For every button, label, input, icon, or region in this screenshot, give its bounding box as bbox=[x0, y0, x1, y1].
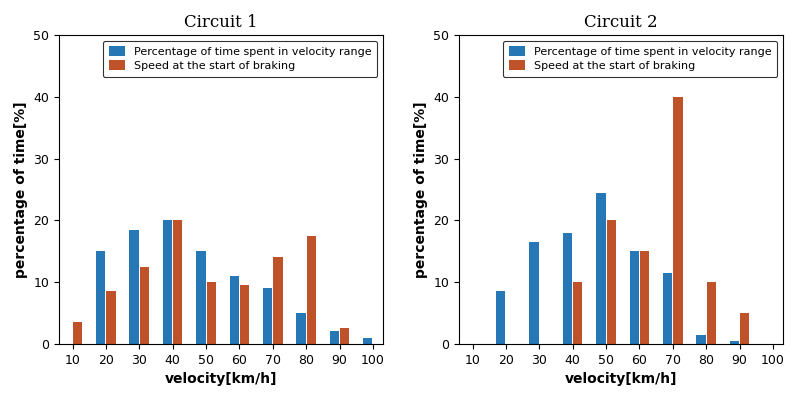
Bar bbox=[206, 282, 216, 344]
Bar bbox=[606, 220, 616, 344]
Bar bbox=[106, 291, 116, 344]
Bar bbox=[330, 332, 339, 344]
X-axis label: velocity[km/h]: velocity[km/h] bbox=[165, 372, 278, 386]
Title: Circuit 1: Circuit 1 bbox=[184, 14, 258, 31]
Bar bbox=[263, 288, 272, 344]
Bar bbox=[296, 313, 306, 344]
Bar bbox=[706, 282, 716, 344]
Bar bbox=[240, 285, 250, 344]
X-axis label: velocity[km/h]: velocity[km/h] bbox=[565, 372, 678, 386]
Bar bbox=[173, 220, 182, 344]
Bar bbox=[340, 328, 350, 344]
Bar bbox=[696, 334, 706, 344]
Bar bbox=[530, 242, 538, 344]
Bar bbox=[363, 338, 372, 344]
Legend: Percentage of time spent in velocity range, Speed at the start of braking: Percentage of time spent in velocity ran… bbox=[503, 41, 778, 77]
Bar bbox=[140, 267, 149, 344]
Bar bbox=[274, 258, 282, 344]
Bar bbox=[596, 193, 606, 344]
Bar bbox=[730, 341, 739, 344]
Bar bbox=[663, 273, 672, 344]
Y-axis label: percentage of time[%]: percentage of time[%] bbox=[14, 101, 28, 278]
Legend: Percentage of time spent in velocity range, Speed at the start of braking: Percentage of time spent in velocity ran… bbox=[103, 41, 378, 77]
Bar bbox=[130, 230, 138, 344]
Y-axis label: percentage of time[%]: percentage of time[%] bbox=[414, 101, 428, 278]
Bar bbox=[674, 97, 682, 344]
Bar bbox=[573, 282, 582, 344]
Bar bbox=[306, 236, 316, 344]
Bar bbox=[630, 251, 639, 344]
Bar bbox=[196, 251, 206, 344]
Bar bbox=[73, 322, 82, 344]
Bar bbox=[562, 233, 572, 344]
Bar bbox=[230, 276, 239, 344]
Bar bbox=[640, 251, 650, 344]
Bar bbox=[96, 251, 106, 344]
Bar bbox=[162, 220, 172, 344]
Bar bbox=[496, 291, 506, 344]
Title: Circuit 2: Circuit 2 bbox=[584, 14, 658, 31]
Bar bbox=[740, 313, 750, 344]
